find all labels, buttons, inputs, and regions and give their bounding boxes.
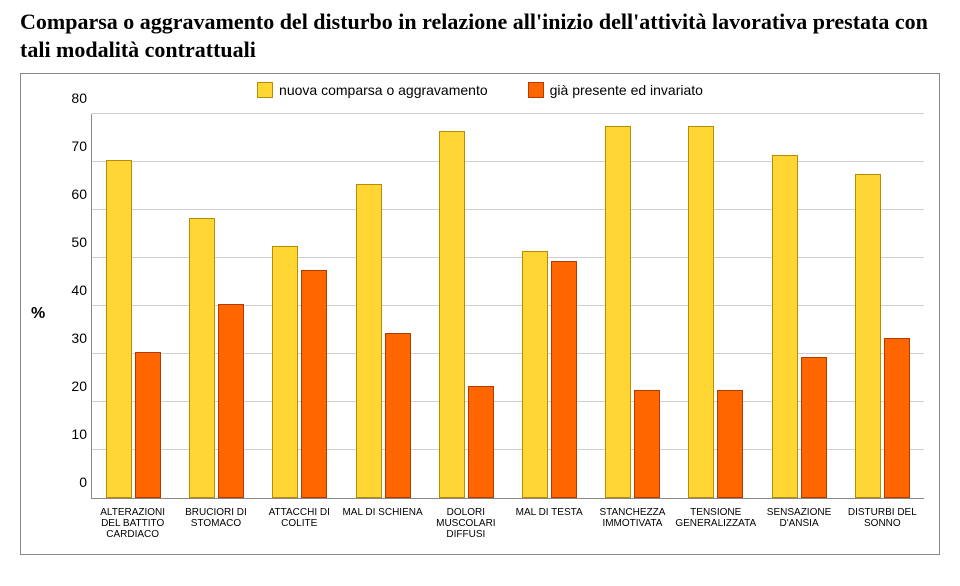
x-tick-label: DOLORI MUSCOLARI DIFFUSI [424,507,507,540]
y-tick-label: 80 [62,90,87,106]
bar-series-a [772,155,798,498]
x-tick-label: SENSAZIONE D'ANSIA [757,507,840,529]
y-tick-label: 50 [62,234,87,250]
bar-series-b [385,333,411,498]
legend-label-1: già presente ed invariato [550,82,703,98]
bar-series-b [634,390,660,498]
x-tick-label: ALTERAZIONI DEL BATTITO CARDIACO [91,507,174,540]
bar-series-b [301,270,327,498]
bar-series-b [801,357,827,498]
bar-group [175,114,258,498]
bar-group [258,114,341,498]
y-tick-label: 70 [62,138,87,154]
y-tick-label: 0 [62,474,87,490]
bar-series-a [272,246,298,498]
y-tick-label: 10 [62,426,87,442]
y-tick-label: 20 [62,378,87,394]
bar-series-b [551,261,577,498]
bar-group [674,114,757,498]
y-tick-label: 40 [62,282,87,298]
bar-series-a [855,174,881,498]
bar-group [591,114,674,498]
bar-series-b [884,338,910,498]
x-tick-label: STANCHEZZA IMMOTIVATA [591,507,674,529]
x-tick-label: DISTURBI DEL SONNO [841,507,924,529]
bar-series-b [717,390,743,498]
bar-series-a [106,160,132,498]
legend-item-0: nuova comparsa o aggravamento [257,82,488,98]
x-tick-label: MAL DI TESTA [508,507,591,518]
bar-series-b [218,304,244,498]
chart-legend: nuova comparsa o aggravamento già presen… [21,74,939,102]
legend-label-0: nuova comparsa o aggravamento [279,82,488,98]
x-tick-label: TENSIONE GENERALIZZATA [674,507,757,529]
bar-series-a [688,126,714,498]
y-tick-label: 30 [62,330,87,346]
x-axis-labels: ALTERAZIONI DEL BATTITO CARDIACOBRUCIORI… [91,504,924,554]
bar-series-a [522,251,548,498]
bar-group [92,114,175,498]
bar-group [508,114,591,498]
y-axis-label: % [31,305,45,323]
legend-swatch-1 [528,82,544,98]
page-title: Comparsa o aggravamento del disturbo in … [0,0,960,73]
bar-series-b [468,386,494,498]
bar-series-a [356,184,382,498]
bar-series-a [605,126,631,498]
bar-group [841,114,924,498]
bar-group [342,114,425,498]
x-tick-label: ATTACCHI DI COLITE [258,507,341,529]
y-tick-label: 60 [62,186,87,202]
bar-group [425,114,508,498]
chart-container: nuova comparsa o aggravamento già presen… [20,73,940,555]
legend-item-1: già presente ed invariato [528,82,703,98]
bar-series-a [189,218,215,498]
legend-swatch-0 [257,82,273,98]
bar-group [758,114,841,498]
x-tick-label: BRUCIORI DI STOMACO [174,507,257,529]
bar-series-b [135,352,161,498]
x-tick-label: MAL DI SCHIENA [341,507,424,518]
bar-series-a [439,131,465,498]
plot-area: 01020304050607080 [91,114,924,499]
